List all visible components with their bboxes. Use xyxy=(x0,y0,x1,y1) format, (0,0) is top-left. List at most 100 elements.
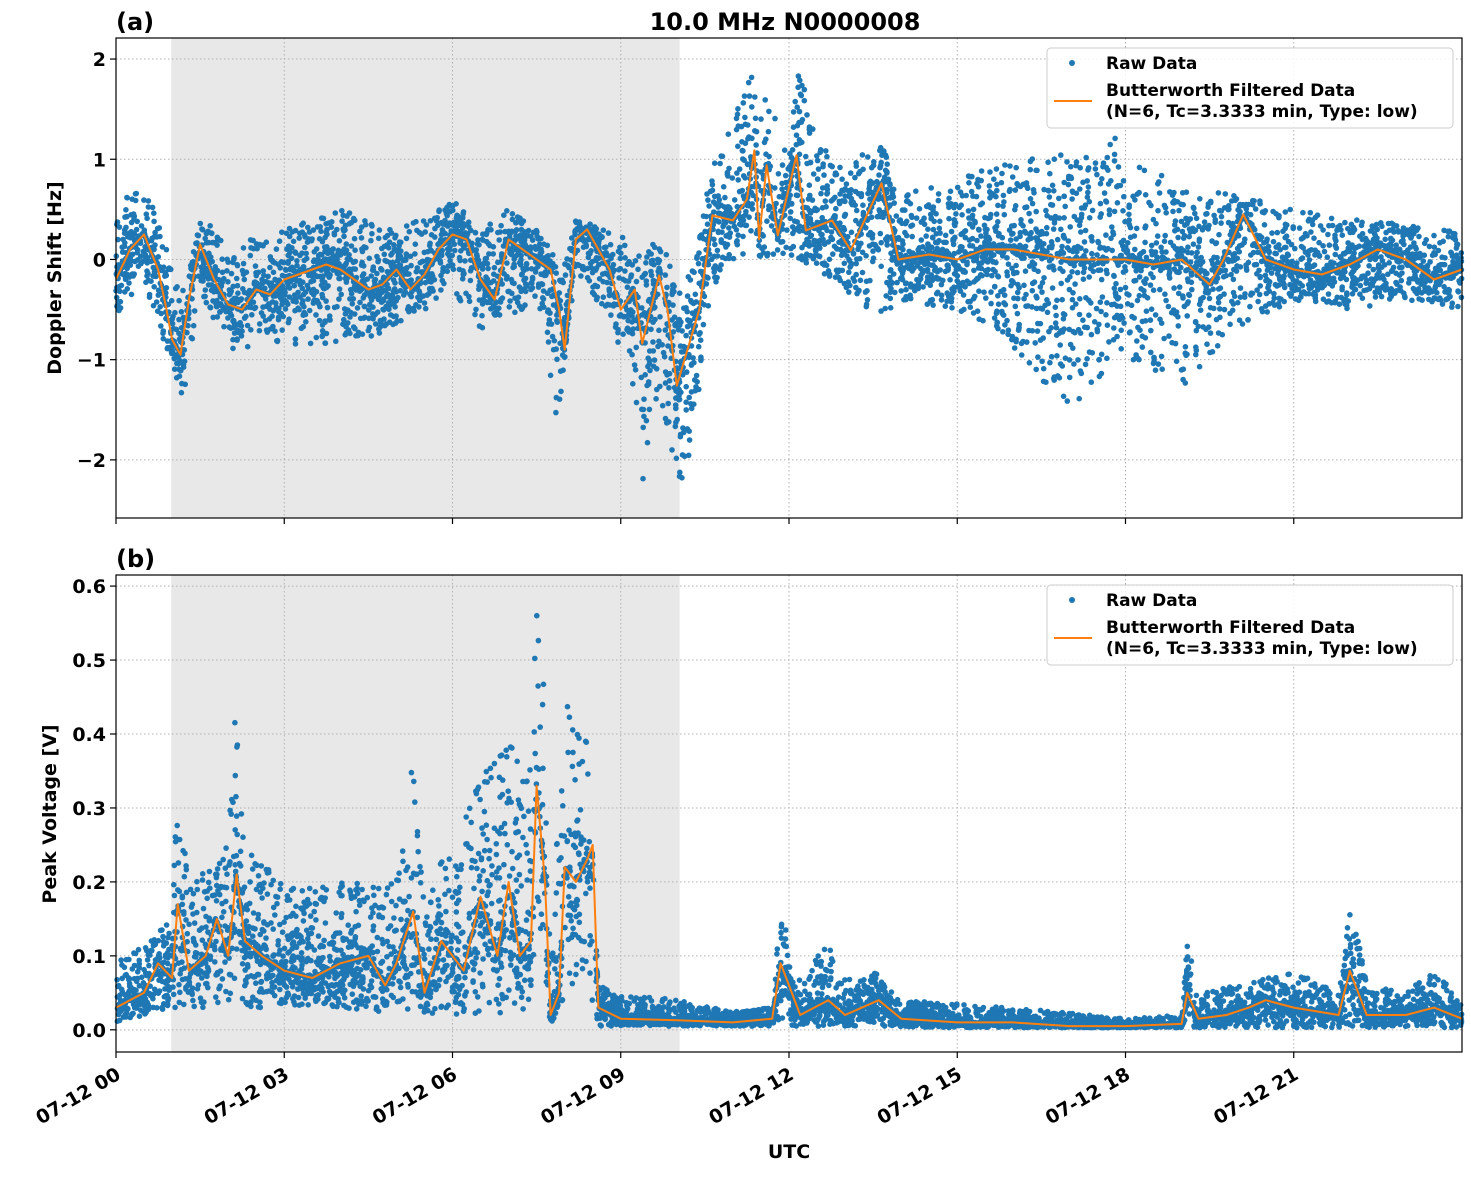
raw-data-point xyxy=(789,252,795,258)
raw-data-point xyxy=(521,218,527,224)
raw-data-point xyxy=(1067,375,1073,381)
raw-data-point xyxy=(1241,240,1247,246)
raw-data-point xyxy=(293,336,299,342)
raw-data-point xyxy=(749,104,755,110)
raw-data-point xyxy=(452,248,458,254)
raw-data-point xyxy=(333,210,339,216)
raw-data-point xyxy=(428,218,434,224)
raw-data-point xyxy=(815,158,821,164)
raw-data-point xyxy=(1112,286,1118,292)
raw-data-point xyxy=(780,251,786,257)
raw-data-point xyxy=(122,230,128,236)
raw-data-point xyxy=(1228,272,1234,278)
raw-data-point xyxy=(758,116,764,122)
raw-data-point xyxy=(1163,249,1169,255)
raw-data-point xyxy=(1105,155,1111,161)
raw-data-point xyxy=(1369,228,1375,234)
raw-data-point xyxy=(641,396,647,402)
raw-data-point xyxy=(1095,261,1101,267)
raw-data-point xyxy=(286,243,292,249)
raw-data-point xyxy=(1053,313,1059,319)
raw-data-point xyxy=(1097,374,1103,380)
raw-data-point xyxy=(1266,244,1272,250)
raw-data-point xyxy=(507,232,513,238)
raw-data-point xyxy=(712,275,718,281)
raw-data-point xyxy=(1001,199,1007,205)
raw-data-point xyxy=(312,249,318,255)
raw-data-point xyxy=(1072,330,1078,336)
raw-data-point xyxy=(630,331,636,337)
raw-data-point xyxy=(1088,234,1094,240)
raw-data-point xyxy=(231,318,237,324)
raw-data-point xyxy=(1116,164,1122,170)
raw-data-point xyxy=(1127,330,1133,336)
raw-data-point xyxy=(978,233,984,239)
raw-data-point xyxy=(1401,225,1407,231)
raw-data-point xyxy=(1109,248,1115,254)
raw-data-point xyxy=(504,260,510,266)
raw-data-point xyxy=(234,336,240,342)
raw-data-point xyxy=(1163,210,1169,216)
raw-data-point xyxy=(1078,368,1084,374)
raw-data-point xyxy=(1416,255,1422,261)
raw-data-point xyxy=(718,237,724,243)
raw-data-point xyxy=(1180,377,1186,383)
raw-data-point xyxy=(1041,187,1047,193)
raw-data-point xyxy=(1023,303,1029,309)
raw-data-point xyxy=(988,301,994,307)
raw-data-point xyxy=(883,293,889,299)
raw-data-point xyxy=(917,206,923,212)
raw-data-point xyxy=(557,290,563,296)
raw-data-point xyxy=(747,93,753,99)
raw-data-point xyxy=(663,416,669,422)
raw-data-point xyxy=(625,261,631,267)
raw-data-point xyxy=(144,211,150,217)
raw-data-point xyxy=(1051,267,1057,273)
raw-data-point xyxy=(650,339,656,345)
raw-data-point xyxy=(701,322,707,328)
raw-data-point xyxy=(1093,160,1099,166)
raw-data-point xyxy=(823,198,829,204)
raw-data-point xyxy=(825,190,831,196)
raw-data-point xyxy=(994,308,1000,314)
raw-data-point xyxy=(209,231,215,237)
raw-data-point xyxy=(419,231,425,237)
raw-data-point xyxy=(1372,238,1378,244)
raw-data-point xyxy=(914,215,920,221)
raw-data-point xyxy=(988,289,994,295)
raw-data-point xyxy=(1455,260,1461,266)
raw-data-point xyxy=(987,195,993,201)
raw-data-point xyxy=(1386,260,1392,266)
raw-data-point xyxy=(122,214,128,220)
raw-data-point xyxy=(532,293,538,299)
raw-data-point xyxy=(1070,345,1076,351)
raw-data-point xyxy=(1135,298,1141,304)
raw-data-point xyxy=(234,276,240,282)
raw-data-point xyxy=(923,233,929,239)
raw-data-point xyxy=(134,227,140,233)
raw-data-point xyxy=(269,314,275,320)
raw-data-point xyxy=(1211,213,1217,219)
raw-data-point xyxy=(495,230,501,236)
raw-data-point xyxy=(475,241,481,247)
raw-data-point xyxy=(155,226,161,232)
raw-data-point xyxy=(1284,222,1290,228)
raw-data-point xyxy=(261,268,267,274)
raw-data-point xyxy=(342,332,348,338)
raw-data-point xyxy=(649,273,655,279)
raw-data-point xyxy=(1214,255,1220,261)
raw-data-point xyxy=(639,305,645,311)
raw-data-point xyxy=(971,310,977,316)
raw-data-point xyxy=(1439,254,1445,260)
raw-data-point xyxy=(1059,297,1065,303)
raw-data-point xyxy=(936,198,942,204)
raw-data-point xyxy=(1290,224,1296,230)
raw-data-point xyxy=(241,261,247,267)
raw-data-point xyxy=(1033,209,1039,215)
raw-data-point xyxy=(1163,298,1169,304)
raw-data-point xyxy=(643,260,649,266)
raw-data-point xyxy=(1251,198,1257,204)
raw-data-point xyxy=(1089,379,1095,385)
raw-data-point xyxy=(961,307,967,313)
